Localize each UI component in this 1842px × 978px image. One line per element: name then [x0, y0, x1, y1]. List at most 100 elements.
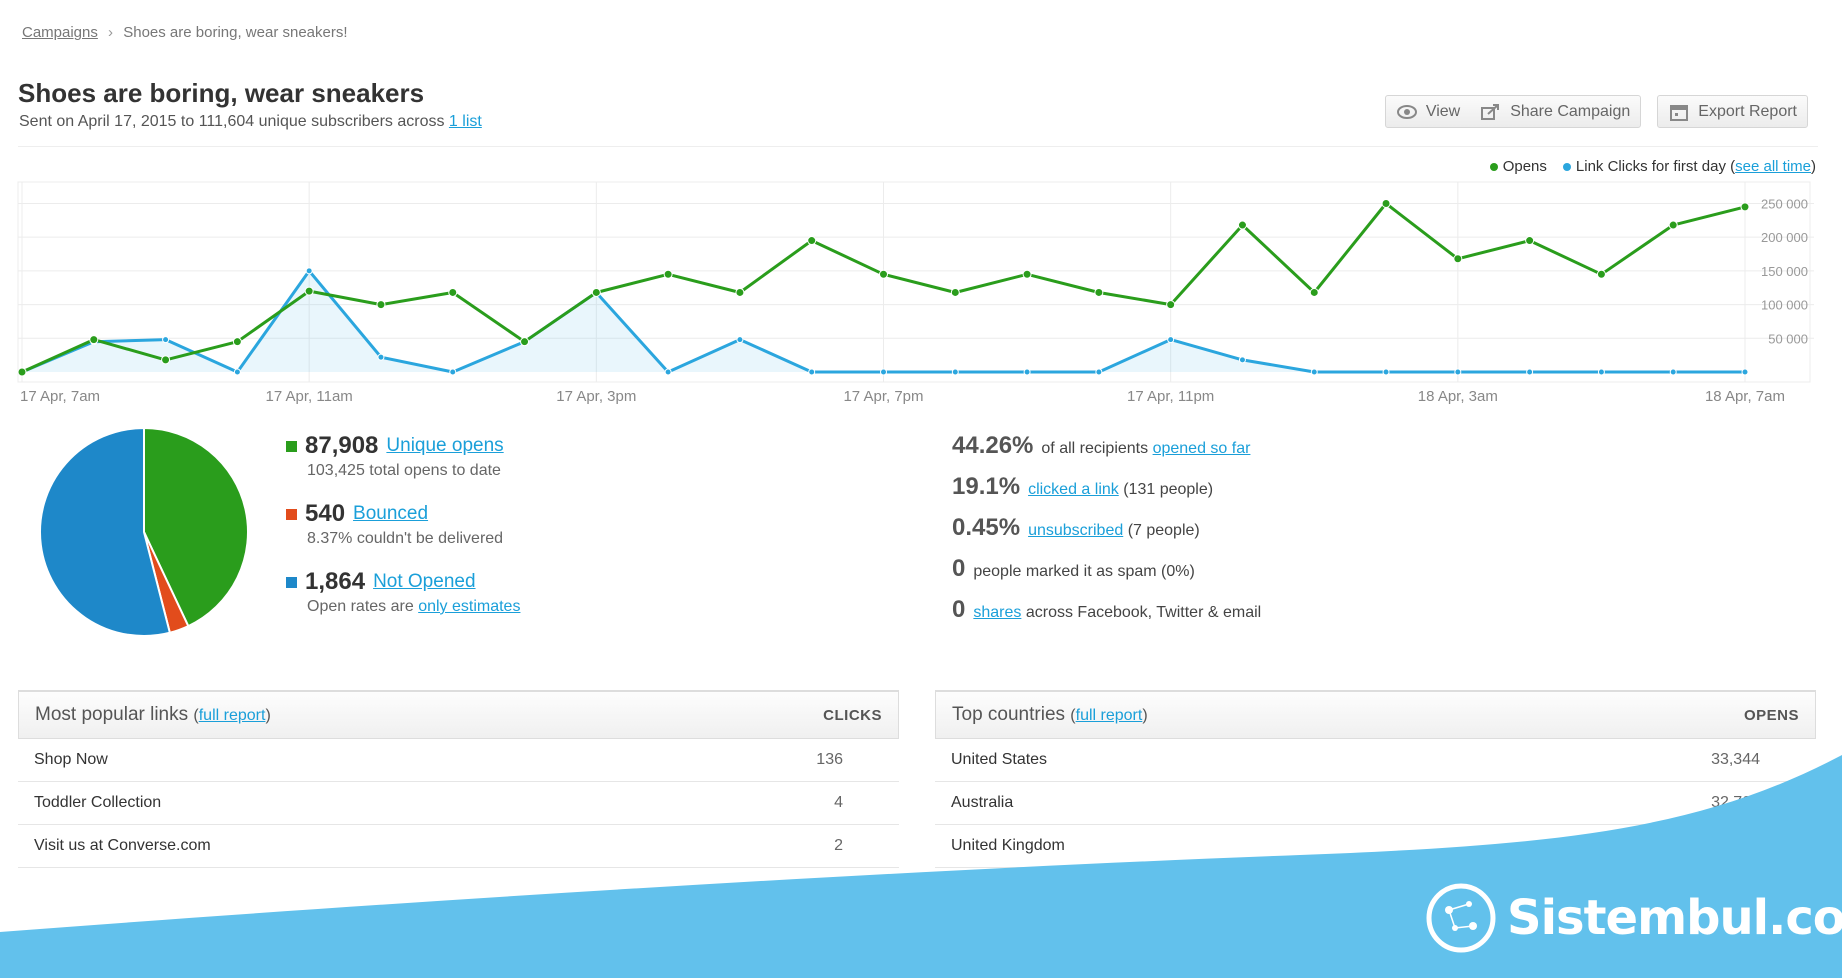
bounced-count: 540: [305, 500, 346, 527]
clicks-point: [1382, 368, 1390, 376]
link-row[interactable]: Visit us at Converse.com 2: [18, 825, 899, 868]
unsubscribed-link[interactable]: unsubscribed: [1028, 522, 1124, 539]
opens-point: [1453, 254, 1463, 264]
breadcrumb-campaigns-link[interactable]: Campaigns: [22, 24, 98, 41]
opens-point: [376, 300, 386, 310]
pie-slice: [39, 426, 172, 637]
rate-spam: 0 people marked it as spam (0%): [952, 555, 1261, 596]
clicked-link[interactable]: clicked a link: [1028, 481, 1119, 498]
opens-point: [304, 286, 314, 296]
country-name: Canada: [951, 880, 1008, 897]
opened-rate: 44.26%: [952, 432, 1034, 459]
watermark-brand: Sistembul.com: [1425, 882, 1842, 954]
spam-count: 0: [952, 555, 966, 582]
header-divider: [18, 146, 1818, 147]
country-value: 11,756: [1712, 837, 1760, 854]
opens-point: [1309, 287, 1319, 297]
opened-so-far-link[interactable]: opened so far: [1152, 440, 1251, 457]
brand-logo-icon: [1426, 883, 1496, 953]
opens-swatch-icon: [286, 440, 297, 452]
clicks-point: [1454, 368, 1462, 376]
export-label: Export Report: [1698, 102, 1797, 120]
country-value: 32,701: [1711, 794, 1760, 811]
clicks-area: [22, 270, 1745, 372]
clicks-point: [1167, 336, 1175, 344]
country-row[interactable]: United Kingdom 11,756: [935, 825, 1816, 868]
eye-icon: [1396, 104, 1417, 119]
country-name: United States: [951, 751, 1048, 768]
clicked-suffix: (131 people): [1123, 481, 1214, 498]
share-campaign-button[interactable]: Share Campaign: [1470, 96, 1640, 127]
list-link[interactable]: 1 list: [448, 113, 482, 130]
pie-slice: [143, 426, 249, 628]
opens-point: [448, 287, 458, 297]
only-estimates-link[interactable]: only estimates: [418, 598, 521, 615]
clicks-point: [1669, 368, 1677, 376]
countries-full-report-link[interactable]: full report: [1075, 707, 1143, 724]
legend-opens: Opens: [1489, 158, 1547, 175]
country-name: United Kingdom: [951, 837, 1065, 854]
see-all-time-link[interactable]: see all time: [1735, 158, 1811, 175]
bounced-link[interactable]: Bounced: [353, 503, 429, 524]
y-tick-label: 250 000: [1761, 196, 1808, 211]
opens-point: [879, 269, 888, 279]
calendar-icon: [1670, 104, 1689, 121]
clicks-point: [233, 368, 241, 376]
opens-point: [807, 236, 817, 246]
delivery-stats: 87,908 Unique opens 103,425 total opens …: [286, 432, 520, 636]
clicks-point: [664, 368, 672, 376]
view-label: View: [1425, 102, 1461, 120]
clicks-point: [808, 368, 816, 376]
clicks-point: [1597, 368, 1605, 376]
link-row[interactable]: Toddler Collection 4: [18, 782, 899, 825]
opens-point: [591, 287, 601, 297]
engagement-stats: 44.26% of all recipients opened so far 1…: [952, 432, 1261, 637]
link-row[interactable]: Shop Now 136: [18, 739, 899, 782]
x-tick-label: 18 Apr, 3am: [1418, 388, 1498, 405]
opens-point: [1094, 287, 1104, 297]
not-opened-sub: Open rates are only estimates: [307, 598, 520, 616]
not-opened-swatch-icon: [286, 576, 297, 588]
y-tick-label: 100 000: [1761, 298, 1808, 313]
link-name: Toddler Collection: [34, 794, 162, 811]
x-tick-label: 17 Apr, 3pm: [556, 388, 636, 405]
share-icon: [1481, 103, 1500, 120]
clicks-point: [377, 353, 385, 361]
country-row[interactable]: United States 33,344: [935, 739, 1816, 782]
clicks-point: [1023, 368, 1031, 376]
not-opened-link[interactable]: Not Opened: [373, 571, 476, 592]
stat-opens: 87,908 Unique opens 103,425 total opens …: [286, 432, 520, 480]
country-row[interactable]: Australia 32,701: [935, 782, 1816, 825]
links-full-report-link[interactable]: full report: [198, 707, 266, 724]
clicks-point: [880, 368, 887, 376]
opens-point: [1166, 300, 1176, 310]
chart-legend: Opens Link Clicks for first day (see all…: [1489, 158, 1816, 175]
country-value: 33,344: [1711, 751, 1760, 768]
y-tick-label: 150 000: [1761, 264, 1808, 279]
subtitle-text: Sent on April 17, 2015 to 111,604 unique…: [19, 113, 445, 130]
rate-clicked: 19.1% clicked a link (131 people): [952, 473, 1261, 514]
shares-count: 0: [952, 596, 966, 623]
export-report-button[interactable]: Export Report: [1658, 96, 1807, 127]
clicks-point: [1310, 368, 1318, 376]
rate-shares: 0 shares across Facebook, Twitter & emai…: [952, 596, 1261, 637]
country-name: Australia: [951, 794, 1014, 811]
view-button[interactable]: View: [1386, 96, 1470, 127]
legend-opens-label: Opens: [1502, 158, 1547, 175]
top-countries-header: Top countries (full report) OPENS: [935, 691, 1816, 739]
popular-links-title: Most popular links: [35, 704, 189, 725]
legend-clicks-label: Link Clicks for first day: [1575, 158, 1726, 175]
opens-point: [1668, 220, 1678, 230]
opened-prefix: of all recipients: [1041, 440, 1149, 457]
stat-not-opened: 1,864 Not Opened Open rates are only est…: [286, 568, 520, 616]
opens-point: [1381, 198, 1391, 208]
clicks-column-header: CLICKS: [823, 706, 882, 724]
opens-count: 87,908: [305, 432, 379, 459]
x-tick-label: 18 Apr, 7am: [1705, 388, 1785, 405]
link-value: 136: [816, 751, 843, 768]
popular-links-table: Most popular links (full report) CLICKS …: [18, 690, 899, 868]
unique-opens-link[interactable]: Unique opens: [386, 435, 504, 456]
y-tick-label: 50 000: [1768, 331, 1808, 346]
shares-link[interactable]: shares: [973, 604, 1022, 621]
opens-point: [735, 287, 745, 297]
